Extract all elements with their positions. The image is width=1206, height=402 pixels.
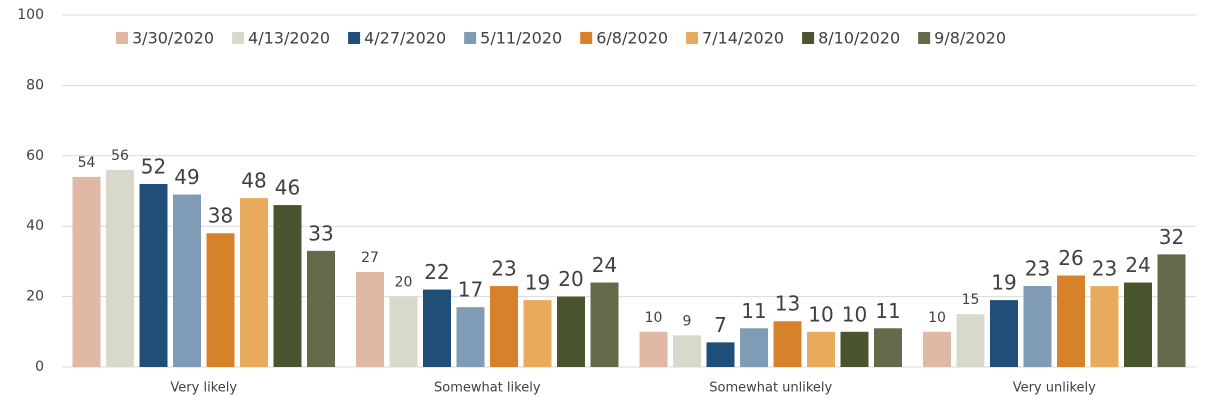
- bar: [773, 321, 802, 367]
- legend-label: 5/11/2020: [480, 29, 562, 48]
- bar: [590, 282, 619, 367]
- bar: [72, 176, 101, 367]
- legend-swatch: [686, 32, 699, 44]
- data-label: 20: [395, 275, 413, 291]
- data-label: 10: [645, 310, 663, 326]
- x-tick-label: Very unlikely: [1013, 381, 1096, 396]
- data-label: 24: [1125, 253, 1150, 277]
- data-label: 15: [962, 292, 980, 308]
- bar: [389, 296, 418, 367]
- bar: [740, 328, 768, 367]
- legend-label: 4/27/2020: [364, 29, 446, 48]
- legend-swatch: [802, 32, 815, 44]
- bar: [1023, 286, 1052, 367]
- data-label: 13: [775, 292, 800, 316]
- bar: [673, 335, 701, 367]
- bar: [923, 331, 951, 367]
- data-label: 17: [458, 278, 483, 302]
- x-tick-label: Somewhat unlikely: [709, 381, 832, 396]
- bar: [990, 300, 1018, 367]
- x-tick-label: Somewhat likely: [434, 381, 541, 396]
- data-label: 48: [241, 169, 266, 193]
- data-label: 9: [683, 313, 692, 329]
- bar: [523, 300, 552, 367]
- data-label: 23: [1025, 257, 1050, 281]
- bar: [639, 331, 668, 367]
- y-tick-label: 80: [26, 77, 44, 93]
- bar: [307, 250, 335, 367]
- bar: [173, 194, 201, 367]
- data-label: 23: [491, 257, 516, 281]
- data-label: 23: [1092, 257, 1117, 281]
- data-label: 49: [174, 165, 199, 189]
- data-label: 38: [208, 204, 233, 228]
- legend-label: 4/13/2020: [248, 29, 330, 48]
- legend-swatch: [116, 32, 128, 44]
- data-label: 56: [111, 148, 129, 164]
- data-label: 19: [525, 271, 550, 295]
- data-label: 24: [592, 253, 617, 277]
- y-tick-label: 20: [26, 289, 44, 305]
- bar: [139, 183, 168, 367]
- bar: [356, 271, 384, 367]
- data-label: 32: [1159, 225, 1184, 249]
- data-label: 33: [308, 221, 333, 245]
- y-tick-label: 0: [35, 359, 44, 375]
- bar: [956, 314, 985, 367]
- bar: [1157, 254, 1186, 367]
- data-label: 19: [991, 271, 1016, 295]
- bar: [840, 331, 869, 367]
- data-label: 10: [808, 302, 833, 326]
- y-tick-label: 100: [17, 7, 44, 23]
- bar: [206, 233, 235, 367]
- bar: [874, 328, 902, 367]
- legend-swatch: [918, 32, 931, 44]
- data-label: 20: [558, 267, 583, 291]
- legend-swatch: [464, 32, 477, 44]
- bar: [706, 342, 735, 367]
- data-label: 10: [842, 302, 867, 326]
- data-label: 10: [928, 310, 946, 326]
- data-label: 52: [141, 154, 166, 178]
- data-label: 26: [1058, 246, 1083, 270]
- data-label: 22: [424, 260, 449, 284]
- y-tick-label: 60: [26, 148, 44, 164]
- legend-swatch: [232, 32, 245, 44]
- bar: [106, 169, 134, 367]
- legend-label: 6/8/2020: [596, 29, 668, 48]
- data-label: 54: [78, 155, 96, 171]
- bar: [1057, 275, 1085, 367]
- legend-swatch: [348, 32, 361, 44]
- bar: [1124, 282, 1152, 367]
- x-tick-label: Very likely: [170, 381, 237, 396]
- data-label: 11: [875, 299, 900, 323]
- bar: [240, 198, 268, 367]
- y-tick-label: 40: [26, 218, 44, 234]
- bar: [1090, 286, 1119, 367]
- legend-swatch: [580, 32, 593, 44]
- bar: [807, 331, 835, 367]
- bar: [423, 289, 451, 367]
- data-label: 11: [741, 299, 766, 323]
- data-label: 7: [714, 313, 727, 337]
- legend-label: 3/30/2020: [132, 29, 214, 48]
- data-label: 46: [275, 176, 300, 200]
- bar: [273, 205, 302, 367]
- legend-label: 7/14/2020: [702, 29, 784, 48]
- bar: [456, 307, 485, 367]
- data-label: 27: [361, 250, 379, 266]
- bar: [490, 286, 518, 367]
- legend-label: 8/10/2020: [818, 29, 900, 48]
- legend-label: 9/8/2020: [934, 29, 1006, 48]
- bar: [557, 296, 585, 367]
